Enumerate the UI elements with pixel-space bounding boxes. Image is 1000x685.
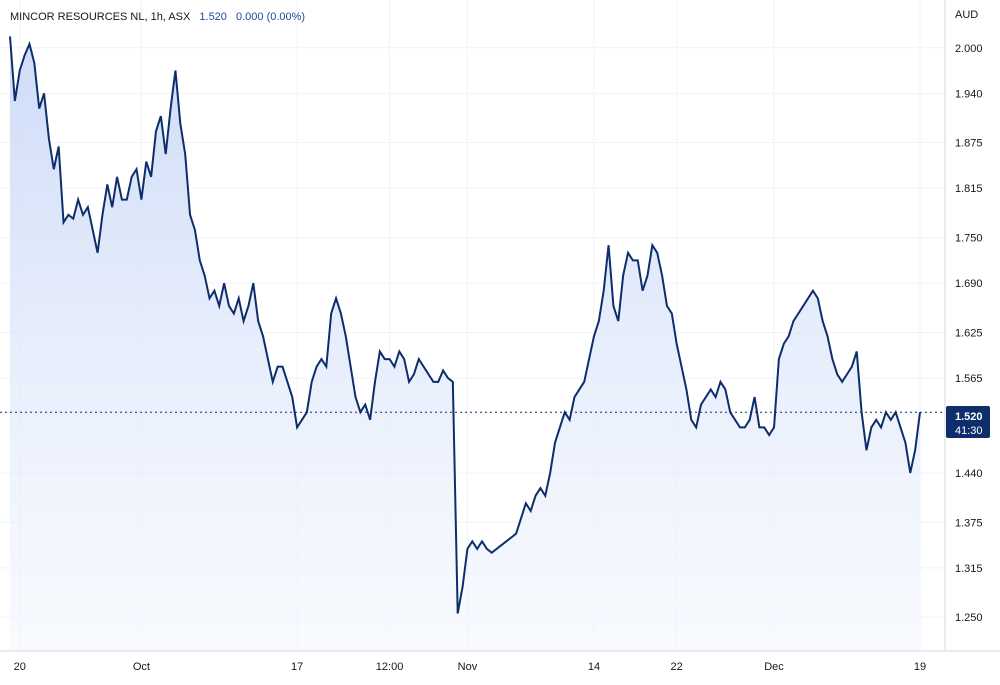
x-tick-label: 20 — [14, 661, 26, 673]
x-tick-label: 22 — [671, 661, 683, 673]
time-axis[interactable]: 20 Oct 17 12:00 Nov 14 22 Dec 19 — [14, 661, 927, 673]
x-tick-label: Oct — [133, 661, 150, 673]
y-tick-label: 2.000 — [955, 43, 983, 55]
price-area — [10, 36, 920, 651]
chart-legend: MINCOR RESOURCES NL, 1h, ASX 1.520 0.000… — [10, 11, 305, 23]
y-tick-label: 1.440 — [955, 468, 983, 480]
last-price-value: 1.520 — [955, 411, 983, 423]
y-tick-label: 1.625 — [955, 328, 983, 340]
y-tick-label: 1.250 — [955, 612, 983, 624]
y-tick-label: 1.750 — [955, 233, 983, 245]
y-tick-label: 1.875 — [955, 138, 983, 150]
y-tick-label: 1.940 — [955, 88, 983, 100]
y-tick-label: 1.690 — [955, 278, 983, 290]
x-tick-label: 19 — [914, 661, 926, 673]
currency-label: AUD — [955, 9, 978, 21]
y-tick-label: 1.815 — [955, 183, 983, 195]
bar-countdown: 41:30 — [955, 425, 983, 437]
symbol-label: MINCOR RESOURCES NL, 1h, ASX — [10, 11, 191, 23]
x-tick-label: 12:00 — [376, 661, 404, 673]
y-tick-label: 1.375 — [955, 517, 983, 529]
x-tick-label: Dec — [764, 661, 784, 673]
y-tick-label: 1.315 — [955, 563, 983, 575]
x-tick-label: 14 — [588, 661, 600, 673]
x-tick-label: Nov — [458, 661, 478, 673]
y-tick-label: 1.565 — [955, 373, 983, 385]
legend-price: 1.520 — [199, 11, 227, 23]
legend-change: 0.000 (0.00%) — [236, 11, 305, 23]
x-tick-label: 17 — [291, 661, 303, 673]
price-axis[interactable]: 2.000 1.940 1.875 1.815 1.750 1.690 1.625 1.565… — [955, 43, 983, 624]
price-line — [9, 36, 921, 614]
last-price-badge: 1.520 41:30 — [946, 406, 990, 438]
